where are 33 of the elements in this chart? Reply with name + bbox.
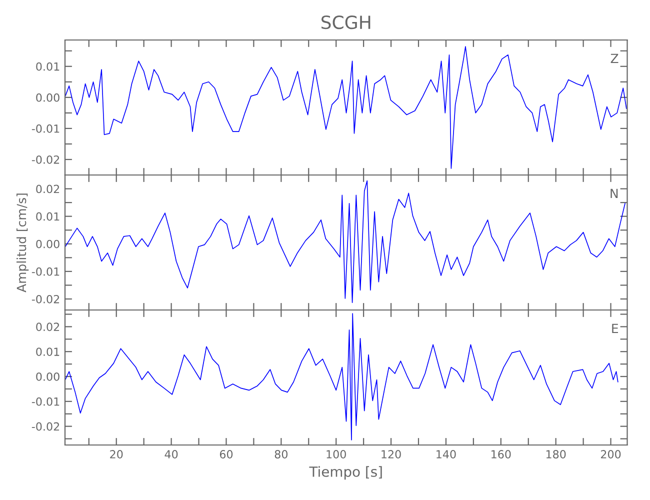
x-tick-label: 20 (110, 450, 123, 458)
x-tick-label: 180 (546, 450, 566, 458)
x-tick-label: 60 (220, 450, 233, 458)
y-tick-label: 0.01 (36, 212, 60, 221)
x-tick-label: 140 (436, 450, 456, 458)
line-series (65, 313, 618, 440)
y-tick-label: -0.02 (32, 294, 60, 304)
y-tick-label: 0.01 (36, 348, 60, 356)
x-tick-label: 120 (382, 450, 401, 458)
y-tick-label: 0.00 (36, 372, 60, 381)
y-tick-label: -0.01 (32, 397, 60, 406)
x-axis-title: Tiempo [s] (309, 466, 382, 480)
y-tick-label: -0.01 (32, 124, 60, 133)
x-tick-label: 80 (274, 450, 288, 458)
y-tick-label: -0.02 (32, 422, 60, 431)
y-tick-label: 0.02 (36, 322, 60, 332)
y-tick-label: -0.01 (32, 267, 60, 276)
x-tick-label: 200 (600, 450, 621, 458)
y-tick-label: 0.00 (36, 240, 60, 248)
annotation: N (610, 188, 618, 198)
line-series (65, 180, 626, 303)
y-tick-label: 0.01 (36, 62, 60, 71)
x-tick-label: 100 (326, 450, 346, 458)
y-tick-label: 0.00 (36, 93, 60, 102)
y-axis-title: Amplitud [cm/s] (16, 194, 29, 292)
chart-title: SCGH (321, 15, 370, 30)
x-tick-label: 160 (492, 450, 511, 458)
annotation: Z (610, 54, 618, 63)
line-series (65, 46, 627, 169)
annotation: E (612, 324, 618, 333)
y-tick-label: 0.02 (36, 184, 60, 194)
y-tick-label: -0.02 (32, 155, 60, 164)
x-tick-label: 40 (164, 450, 178, 458)
